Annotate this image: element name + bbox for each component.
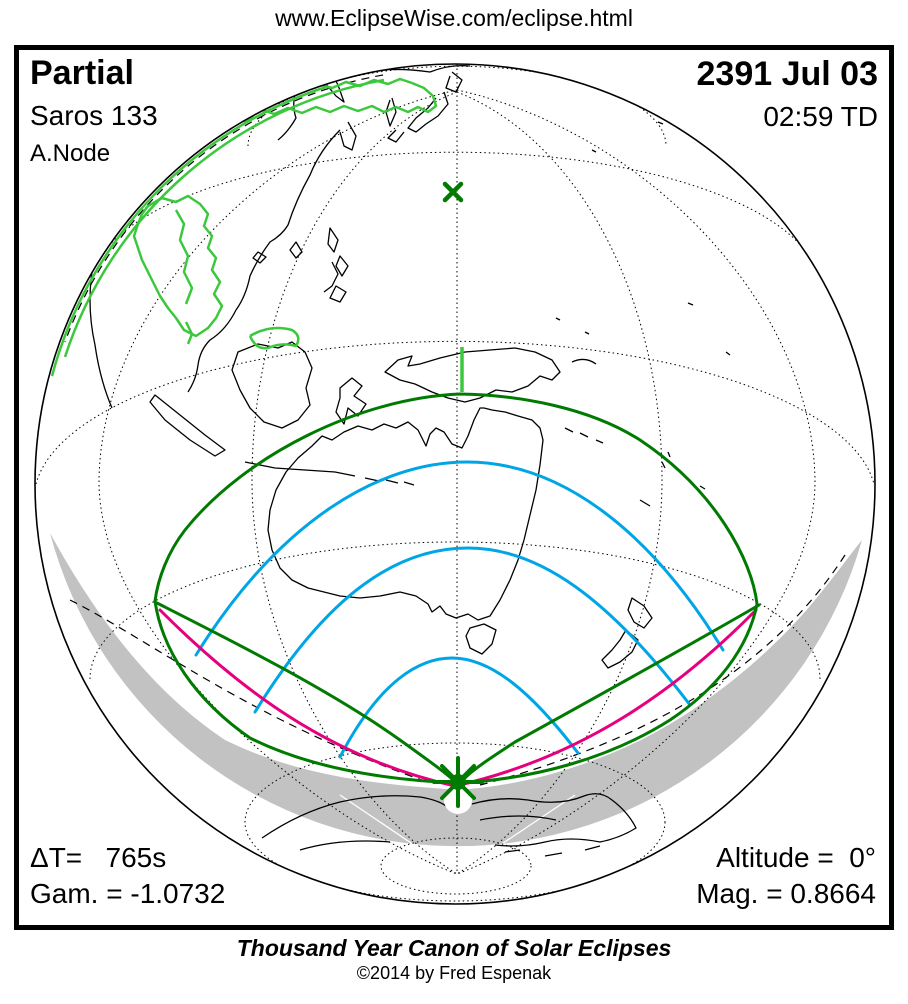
magnitude-value: Mag. = 0.8664: [696, 878, 876, 909]
globe-outline: [34, 63, 876, 905]
gamma-value: Gam. = -1.0732: [30, 878, 226, 909]
sub-solar-point-x: [442, 181, 464, 203]
greatest-eclipse-star: [432, 756, 484, 808]
source-url: www.EclipseWise.com/eclipse.html: [275, 5, 633, 31]
eclipse-time: 02:59 TD: [763, 101, 878, 132]
altitude-value: Altitude = 0°: [716, 842, 876, 873]
rise-set-curves: [50, 77, 464, 392]
copyright-line: ©2014 by Fred Espenak: [356, 963, 552, 983]
saros-label: Saros 133: [30, 100, 158, 131]
delta-t-value: ΔT= 765s: [30, 842, 167, 873]
node-label: A.Node: [30, 140, 111, 167]
canon-title: Thousand Year Canon of Solar Eclipses: [236, 935, 672, 961]
magnitude-contours: [194, 460, 725, 759]
eclipse-type-label: Partial: [30, 54, 134, 92]
coastlines: [89, 64, 731, 857]
terminator-dashed-lines: [64, 74, 846, 786]
eclipse-date: 2391 Jul 03: [696, 55, 878, 93]
map-frame: [14, 45, 894, 930]
